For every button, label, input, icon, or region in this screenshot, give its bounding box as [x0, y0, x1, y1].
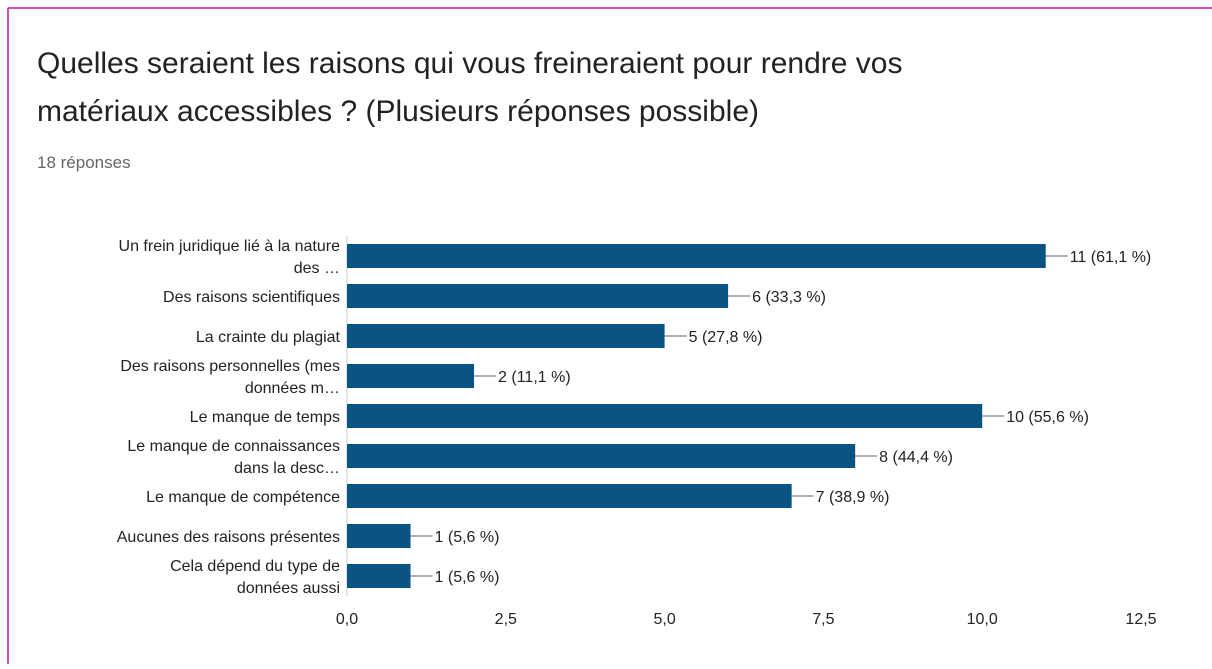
text-line: Cela dépend du type de — [170, 558, 340, 575]
value-label: 6 (33,3 %) — [752, 289, 826, 306]
value-label: 1 (5,6 %) — [435, 569, 500, 586]
bar — [347, 524, 411, 548]
x-tick-label: 0,0 — [336, 611, 358, 628]
text-line: matériaux accessibles ? (Plusieurs répon… — [37, 95, 759, 128]
value-label: 5 (27,8 %) — [689, 329, 763, 346]
value-label: 10 (55,6 %) — [1006, 409, 1089, 426]
value-label: 11 (61,1 %) — [1070, 249, 1152, 266]
category-label: Le manque de temps — [190, 409, 340, 426]
category-label: La crainte du plagiat — [196, 329, 341, 346]
text-line: Un frein juridique lié à la nature — [119, 238, 341, 255]
value-label: 8 (44,4 %) — [879, 449, 953, 466]
text-line: dans la desc… — [234, 460, 340, 477]
text-line: données m… — [245, 380, 340, 397]
bar — [347, 324, 665, 348]
category-label: Cela dépend du type de données aussi — [170, 558, 340, 597]
value-label: 1 (5,6 %) — [435, 529, 500, 546]
value-label: 7 (38,9 %) — [816, 489, 890, 506]
bar — [347, 444, 856, 468]
bar — [347, 564, 411, 588]
value-label: 2 (11,1 %) — [498, 369, 571, 386]
category-label: Des raisons personnelles (mes données m… — [120, 358, 340, 397]
x-tick-label: 5,0 — [653, 611, 675, 628]
category-label: Le manque de compétence — [146, 489, 340, 506]
text-line: données aussi — [237, 580, 340, 597]
text-line: Le manque de connaissances — [127, 438, 340, 455]
category-label: Aucunes des raisons présentes — [117, 529, 340, 546]
text-line: Des raisons personnelles (mes — [120, 358, 340, 375]
bar — [347, 404, 983, 428]
chart-title: Quelles seraient les raisons qui vous fr… — [37, 47, 902, 128]
x-tick-label: 12,5 — [1125, 611, 1156, 628]
category-label: Le manque de connaissances dans la desc… — [127, 438, 340, 477]
bar — [347, 484, 792, 508]
text-line: Quelles seraient les raisons qui vous fr… — [37, 47, 902, 80]
text-line: des … — [294, 260, 340, 277]
x-tick-label: 10,0 — [967, 611, 998, 628]
x-tick-label: 7,5 — [812, 611, 834, 628]
category-label: Des raisons scientifiques — [163, 289, 340, 306]
category-label: Un frein juridique lié à la nature des … — [119, 238, 341, 277]
response-count: 18 réponses — [37, 153, 131, 172]
bar — [347, 284, 729, 308]
bar — [347, 364, 475, 388]
x-tick-label: 2,5 — [495, 611, 517, 628]
bar — [347, 244, 1046, 268]
